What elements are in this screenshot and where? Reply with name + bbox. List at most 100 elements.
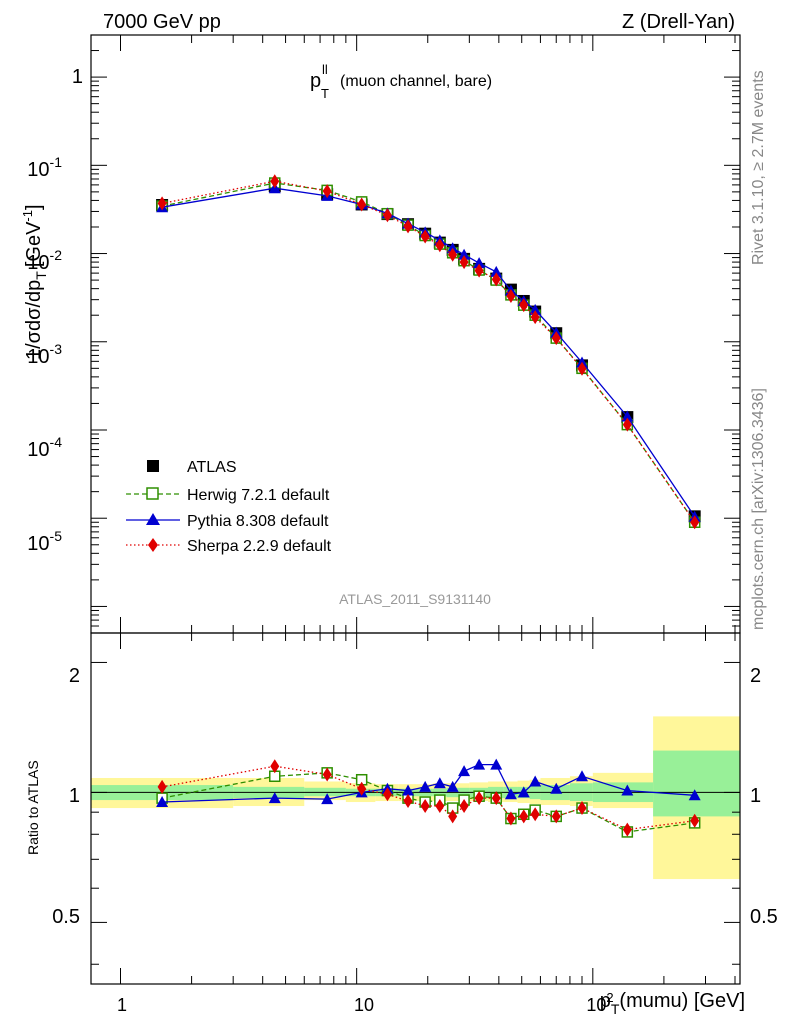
x-axis-label-sub: T — [611, 1001, 620, 1017]
pythia-ratio-point-14 — [529, 775, 542, 787]
stat-uncertainty-band-18 — [653, 750, 740, 817]
legend-marker-herwig — [146, 487, 159, 500]
legend-label-herwig: Herwig 7.2.1 default — [187, 487, 330, 504]
process-label: Z (Drell-Yan) — [622, 11, 735, 33]
x-tick-label-10: 10 — [354, 995, 374, 1015]
y-tick-label-1e-2-exp: -2 — [50, 247, 63, 263]
legend-label-sherpa: Sherpa 2.2.9 default — [187, 538, 332, 555]
sherpa-point-1 — [270, 174, 280, 189]
sherpa-point-16 — [577, 361, 587, 376]
y-axis-label-close: ] — [23, 204, 45, 210]
x-axis-label: pT(mumu) [GeV] — [600, 990, 745, 1017]
sherpa-point-2 — [322, 184, 332, 199]
pythia-ratio-point-9 — [458, 765, 471, 777]
ratio-tick-label-2: 2 — [69, 665, 80, 687]
y-tick-label-1e-4-base: 10 — [27, 439, 49, 461]
sherpa-point-7 — [435, 238, 445, 253]
legend-marker-sherpa — [148, 538, 158, 552]
sherpa-point-18 — [690, 515, 700, 530]
pythia-point-11 — [490, 265, 503, 277]
legend-label-atlas: ATLAS — [187, 459, 237, 476]
main-plot-series — [156, 174, 701, 530]
pythia-ratio-point-10 — [473, 758, 486, 770]
x-tick-label-100-exp: 2 — [606, 990, 613, 1005]
y-tick-label-1e-1-exp: -1 — [50, 154, 63, 170]
y-axis-label-main: 1/σdσ/dp — [23, 280, 45, 360]
plot-title: p ll T (muon channel, bare) — [310, 62, 492, 101]
sherpa-point-9 — [459, 255, 469, 270]
uncertainty-bands — [91, 716, 740, 880]
pythia-ratio-point-18 — [688, 789, 701, 801]
y-axis-label-sub: T — [33, 271, 49, 280]
x-tick-label-1: 1 — [117, 995, 127, 1015]
rivet-label: Rivet 3.1.10, ≥ 2.7M events — [750, 70, 767, 265]
sherpa-ratio-point-5 — [403, 794, 413, 809]
sherpa-point-6 — [420, 229, 430, 244]
ratio-tick-label-right-0.5: 0.5 — [750, 906, 778, 928]
sherpa-ratio-point-9 — [459, 799, 469, 814]
legend-marker-pythia — [146, 513, 160, 525]
plot-title-sub: T — [321, 86, 329, 101]
sherpa-point-5 — [403, 219, 413, 234]
y-tick-label-1e-2: 10-2 — [27, 247, 62, 274]
sherpa-ratio-point-13 — [519, 809, 529, 824]
y-tick-label-1e-3-exp: -3 — [50, 341, 63, 357]
x-tick-label-100-base: 10 — [586, 995, 606, 1015]
sherpa-ratio-point-18 — [690, 813, 700, 828]
sherpa-ratio-point-4 — [382, 787, 392, 802]
sherpa-point-3 — [357, 197, 367, 212]
legend-marker-atlas — [147, 460, 159, 472]
pythia-ratio-point-13 — [517, 786, 530, 798]
sherpa-ratio-point-12 — [506, 811, 516, 826]
sherpa-point-17 — [622, 417, 632, 432]
plot-title-main: p — [310, 70, 321, 92]
sherpa-ratio-point-15 — [551, 809, 561, 824]
y-axis-label-unit: [GeV — [23, 221, 45, 267]
pythia-ratio-point-8 — [446, 780, 459, 792]
pythia-ratio-point-11 — [490, 758, 503, 770]
sherpa-ratio-point-3 — [357, 781, 367, 796]
sherpa-point-10 — [474, 263, 484, 278]
sherpa-ratio-point-0 — [157, 779, 167, 794]
ratio-plot-series — [156, 758, 701, 838]
ratio-axis-ticks — [91, 633, 740, 984]
pythia-ratio-point-0 — [156, 796, 169, 808]
legend-entry-sherpa: Sherpa 2.2.9 default — [126, 538, 332, 555]
sherpa-ratio-point-8 — [448, 809, 458, 824]
y-tick-label-1e-1-base: 10 — [27, 159, 49, 181]
y-tick-label-1e-5-exp: -5 — [50, 528, 63, 544]
y-tick-label-1e-3-base: 10 — [27, 346, 49, 368]
main-axis-ticks — [91, 34, 740, 634]
sherpa-point-11 — [491, 272, 501, 287]
y-tick-label-1e-5: 10-5 — [27, 528, 62, 555]
y-tick-label-1e-4-exp: -4 — [50, 434, 63, 450]
sherpa-point-8 — [448, 247, 458, 262]
sherpa-ratio-point-10 — [474, 791, 484, 806]
legend-entry-atlas: ATLAS — [147, 459, 237, 476]
pythia-ratio-point-5 — [402, 784, 415, 796]
y-tick-label-1e-5-base: 10 — [27, 533, 49, 555]
sherpa-ratio-point-2 — [322, 767, 332, 782]
sherpa-point-12 — [506, 289, 516, 304]
pythia-ratio-point-17 — [621, 784, 634, 796]
plot-title-rest: (muon channel, bare) — [340, 73, 492, 90]
legend-entry-herwig: Herwig 7.2.1 default — [126, 487, 330, 504]
pythia-point-8 — [446, 242, 459, 254]
plot-title-sup: ll — [322, 62, 328, 77]
y-tick-label-1e-1: 10-1 — [27, 154, 62, 181]
pythia-point-14 — [529, 303, 542, 315]
pythia-ratio-point-16 — [576, 770, 589, 782]
sherpa-point-14 — [530, 310, 540, 325]
y-tick-label-1e-4: 10-4 — [27, 434, 62, 461]
ratio-tick-label-1: 1 — [69, 785, 80, 807]
sherpa-ratio-point-16 — [577, 801, 587, 816]
pythia-ratio-point-15 — [550, 782, 563, 794]
analysis-id-label: ATLAS_2011_S9131140 — [339, 591, 491, 607]
ratio-plot-frame — [90, 632, 741, 985]
legend-label-pythia: Pythia 8.308 default — [187, 513, 329, 530]
pythia-ratio-point-12 — [504, 788, 517, 800]
pythia-point-17 — [621, 410, 634, 422]
ratio-axis-label: Ratio to ATLAS — [25, 760, 41, 855]
x-axis-label-main: p — [600, 990, 611, 1012]
